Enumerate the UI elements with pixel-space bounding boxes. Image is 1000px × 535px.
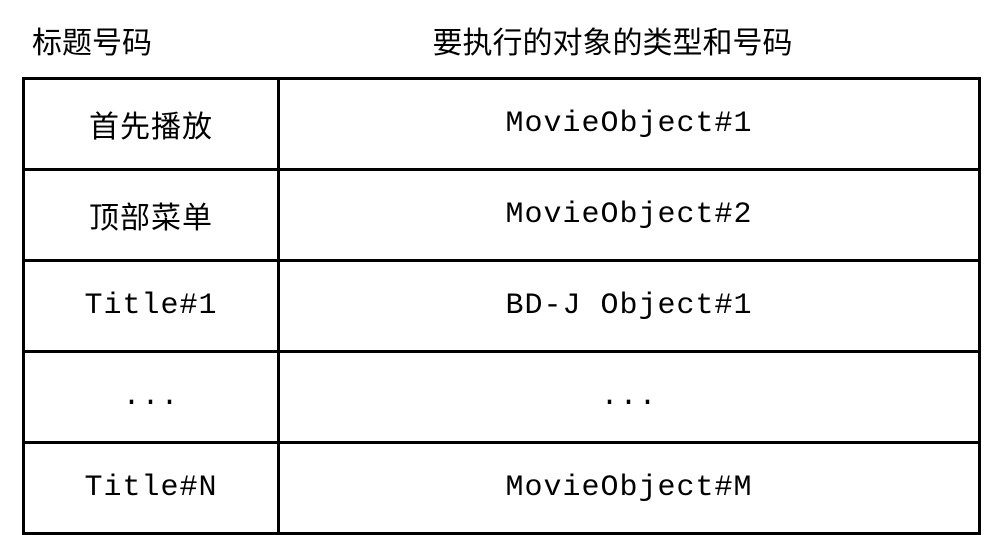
cell-object: ... <box>279 352 980 443</box>
table-row: 首先播放 MovieObject#1 <box>24 79 980 170</box>
index-table: 首先播放 MovieObject#1 顶部菜单 MovieObject#2 Ti… <box>22 77 981 535</box>
header-object-type: 要执行的对象的类型和号码 <box>287 18 978 63</box>
cell-title: Title#1 <box>24 261 279 352</box>
table-row: Title#N MovieObject#M <box>24 443 980 534</box>
cell-object: MovieObject#2 <box>279 170 980 261</box>
header-title-number: 标题号码 <box>22 18 287 63</box>
cell-title: ... <box>24 352 279 443</box>
cell-title: Title#N <box>24 443 279 534</box>
column-headers: 标题号码 要执行的对象的类型和号码 <box>22 18 978 63</box>
cell-object: MovieObject#1 <box>279 79 980 170</box>
cell-object: MovieObject#M <box>279 443 980 534</box>
table-row: Title#1 BD-J Object#1 <box>24 261 980 352</box>
cell-title: 顶部菜单 <box>24 170 279 261</box>
index-table-body: 首先播放 MovieObject#1 顶部菜单 MovieObject#2 Ti… <box>24 79 980 534</box>
table-row: ... ... <box>24 352 980 443</box>
cell-object: BD-J Object#1 <box>279 261 980 352</box>
figure-wrapper: 标题号码 要执行的对象的类型和号码 首先播放 MovieObject#1 顶部菜… <box>0 0 1000 535</box>
cell-title: 首先播放 <box>24 79 279 170</box>
table-row: 顶部菜单 MovieObject#2 <box>24 170 980 261</box>
